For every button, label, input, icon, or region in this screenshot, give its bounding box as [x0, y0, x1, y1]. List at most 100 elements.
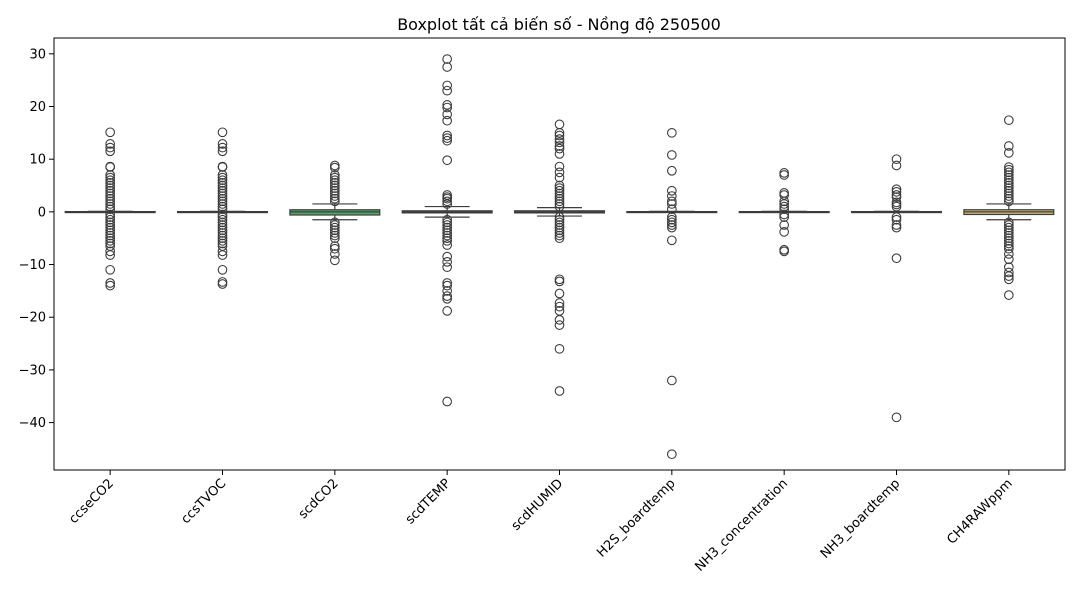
outlier-point [217, 222, 228, 233]
outlier-point [554, 134, 565, 145]
outlier-point [217, 146, 228, 157]
outlier-point [1003, 249, 1014, 259]
outlier-point [442, 257, 453, 267]
outlier-point [105, 225, 116, 236]
outlier-point [554, 343, 565, 354]
outlier-point [329, 243, 340, 254]
outlier-point [891, 201, 902, 212]
outlier-point [1003, 254, 1014, 265]
x-tick-label: scdCO2 [296, 476, 342, 522]
outlier-point [105, 185, 116, 196]
outlier-point [779, 246, 790, 257]
outlier-point [329, 191, 340, 201]
outlier-point [105, 228, 116, 238]
outlier-point [217, 235, 228, 246]
outlier-point [217, 196, 228, 207]
outlier-point [1003, 225, 1014, 236]
outlier-point [554, 315, 565, 325]
outlier-point [105, 217, 116, 228]
outlier-point [1003, 183, 1014, 193]
outlier-point [554, 274, 565, 285]
outlier-point [891, 154, 902, 165]
outlier-point [1003, 115, 1014, 126]
outlier-point [1003, 271, 1014, 281]
outlier-point [105, 235, 116, 246]
outlier-point [329, 172, 340, 183]
x-tick-label: scdHUMID [509, 476, 567, 534]
outlier-point [105, 220, 116, 230]
outlier-point [442, 133, 453, 143]
outlier-point [442, 193, 453, 204]
outlier-point [329, 220, 340, 230]
outlier-point [217, 170, 228, 180]
outlier-point [1003, 175, 1014, 186]
outlier-point [217, 178, 228, 188]
outlier-point [105, 204, 116, 215]
outlier-point [1003, 185, 1014, 196]
outlier-point [105, 280, 116, 291]
outlier-point [217, 204, 228, 215]
outlier-point [442, 135, 453, 146]
outlier-point [1003, 241, 1014, 251]
outlier-point [217, 209, 228, 220]
outlier-point [554, 386, 565, 396]
outlier-point [217, 139, 228, 149]
outlier-point [1003, 217, 1014, 228]
box-ccseCO2 [64, 127, 156, 291]
outlier-point [554, 141, 565, 151]
outlier-point [217, 264, 228, 275]
outlier-point [442, 100, 453, 110]
outlier-point [1003, 274, 1014, 285]
outlier-point [1003, 243, 1014, 254]
outlier-point [329, 225, 340, 236]
outlier-point [329, 170, 340, 180]
chart-title: Boxplot tất cả biến số - Nồng độ 250500 [397, 15, 721, 34]
x-tick-label: scdTEMP [403, 476, 454, 527]
outlier-point [217, 212, 228, 222]
box-scdHUMID [513, 119, 606, 396]
outlier-point [442, 233, 453, 244]
outlier-point [329, 178, 340, 188]
outlier-point [105, 233, 116, 244]
outlier-point [217, 214, 228, 225]
outlier-point [666, 150, 677, 160]
x-axis: ccseCO2 ccsTVOC scdCO2 scdTEMP scdHUMID H2S_b… [66, 470, 1016, 575]
outlier-point [554, 130, 565, 141]
x-tick-label: NH3_boardtemp [818, 476, 903, 561]
y-tick-label: 30 [29, 47, 46, 62]
outlier-point [105, 238, 116, 249]
outlier-point [779, 168, 790, 178]
outlier-point [666, 214, 677, 225]
outlier-point [329, 196, 340, 207]
outlier-point [666, 375, 677, 386]
outlier-point [779, 220, 790, 230]
outlier-point [217, 199, 228, 209]
outlier-point [329, 255, 340, 266]
outlier-point [105, 183, 116, 193]
box-NH3_boardtemp [850, 154, 943, 423]
outlier-point [1003, 162, 1014, 172]
outlier-point [442, 62, 453, 72]
outlier-point [666, 191, 677, 201]
outlier-point [1003, 193, 1014, 204]
outlier-point [1003, 170, 1014, 180]
outlier-point [217, 175, 228, 186]
outlier-point [442, 130, 453, 141]
outlier-point [105, 212, 116, 222]
outlier-point [217, 162, 228, 172]
outlier-point [554, 193, 565, 204]
outlier-point [779, 212, 790, 222]
y-tick-label: 10 [29, 153, 46, 168]
outlier-point [891, 192, 902, 202]
outlier-point [442, 155, 453, 166]
outlier-point [217, 279, 228, 289]
y-tick-label: −30 [19, 363, 46, 378]
outlier-point [329, 222, 340, 233]
box-scdCO2 [289, 160, 381, 266]
y-tick-label: −40 [19, 416, 46, 431]
outlier-point [329, 175, 340, 186]
outlier-point [442, 230, 453, 241]
outlier-point [329, 185, 340, 196]
outlier-point [891, 220, 902, 230]
outlier-point [329, 162, 340, 173]
